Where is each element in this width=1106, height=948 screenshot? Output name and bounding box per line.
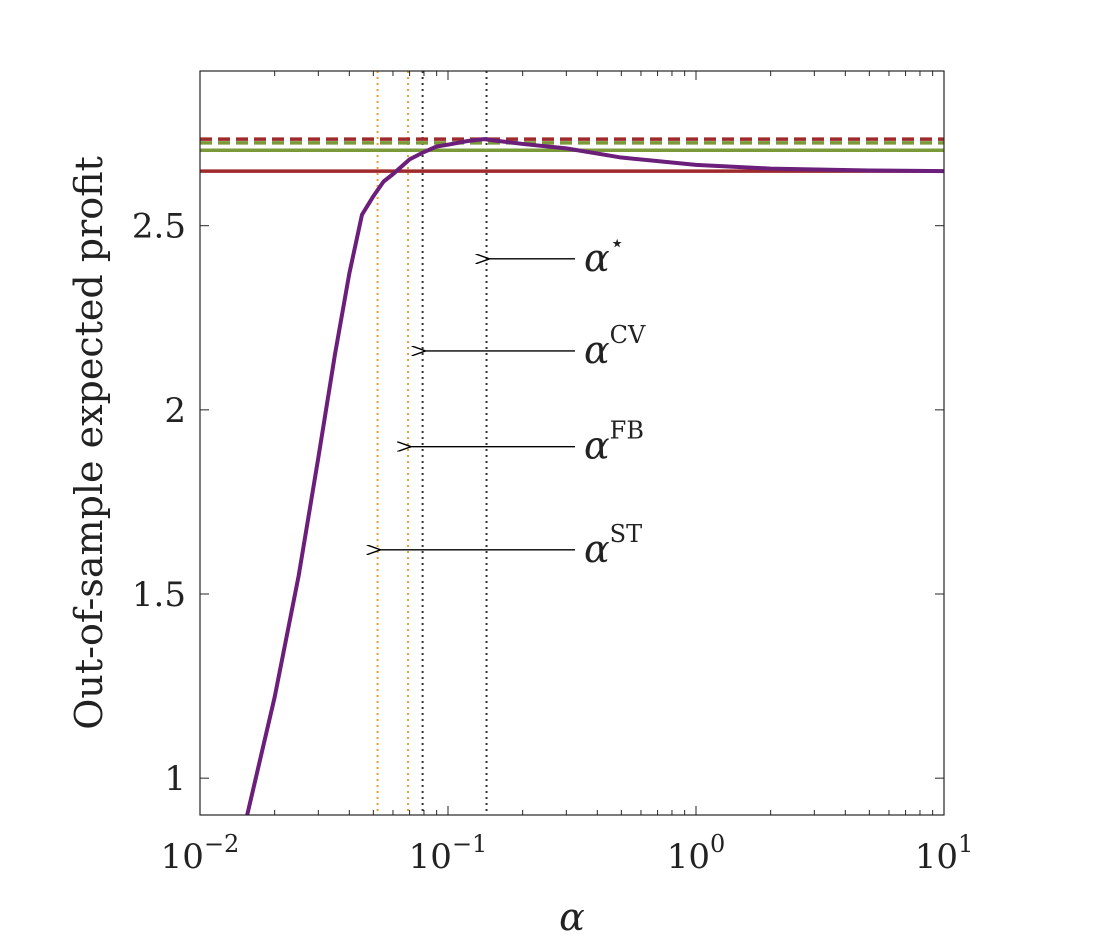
series-profit-curve <box>245 137 944 815</box>
x-tick-label: 10−2 <box>161 830 240 877</box>
y-tick-label: 1 <box>164 759 186 799</box>
x-tick-label: 101 <box>915 830 974 877</box>
lines-layer <box>200 71 944 815</box>
x-tick-label: 10−1 <box>409 830 488 877</box>
plot-area <box>200 71 944 815</box>
label-alpha-fb: αFB <box>584 417 644 468</box>
y-axis-label: Out-of-sample expected profit <box>67 156 111 730</box>
label-alpha-st: αST <box>584 520 642 571</box>
ticks-layer: 10−2 10−1 100 101 1 1.5 2 2.5 <box>132 71 973 877</box>
annotations-layer: α⋆ αCV αFB αST <box>380 229 646 571</box>
label-alpha-cv: αCV <box>584 321 646 372</box>
y-tick-label: 1.5 <box>132 575 186 615</box>
y-tick-label: 2.5 <box>132 207 186 247</box>
y-tick-label: 2 <box>164 391 186 431</box>
label-alpha-star: α⋆ <box>584 229 625 280</box>
x-axis-label: α <box>559 895 585 939</box>
plot-frame <box>199 70 945 816</box>
x-tick-label: 100 <box>667 830 726 877</box>
